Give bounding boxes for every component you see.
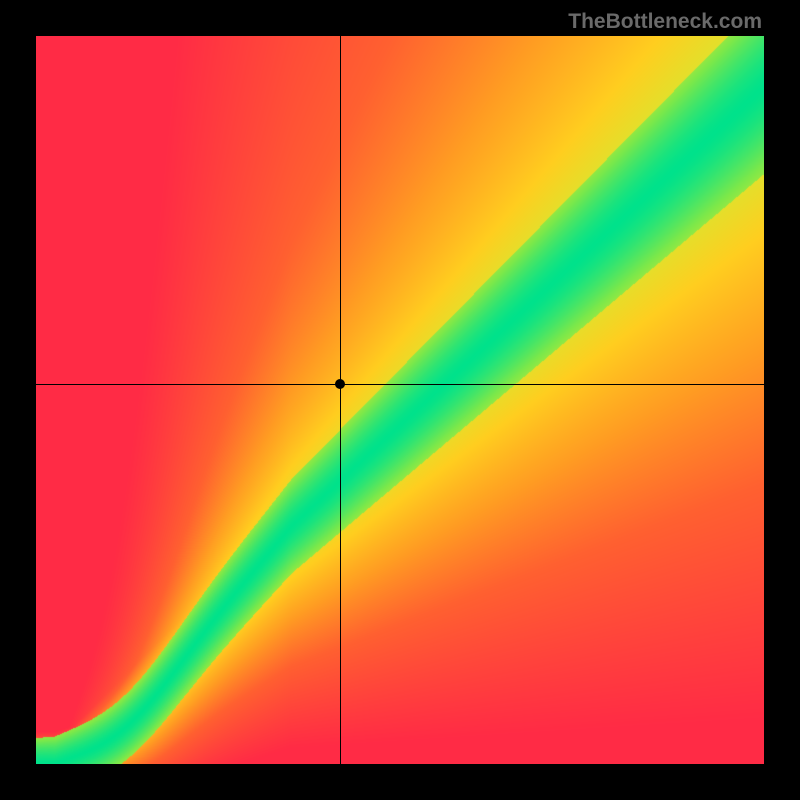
crosshair-vertical — [340, 36, 341, 764]
crosshair-horizontal — [36, 384, 764, 385]
crosshair-marker — [335, 379, 345, 389]
watermark-text: TheBottleneck.com — [568, 10, 762, 34]
figure-root: TheBottleneck.com — [0, 0, 800, 800]
heatmap-canvas — [36, 36, 764, 764]
